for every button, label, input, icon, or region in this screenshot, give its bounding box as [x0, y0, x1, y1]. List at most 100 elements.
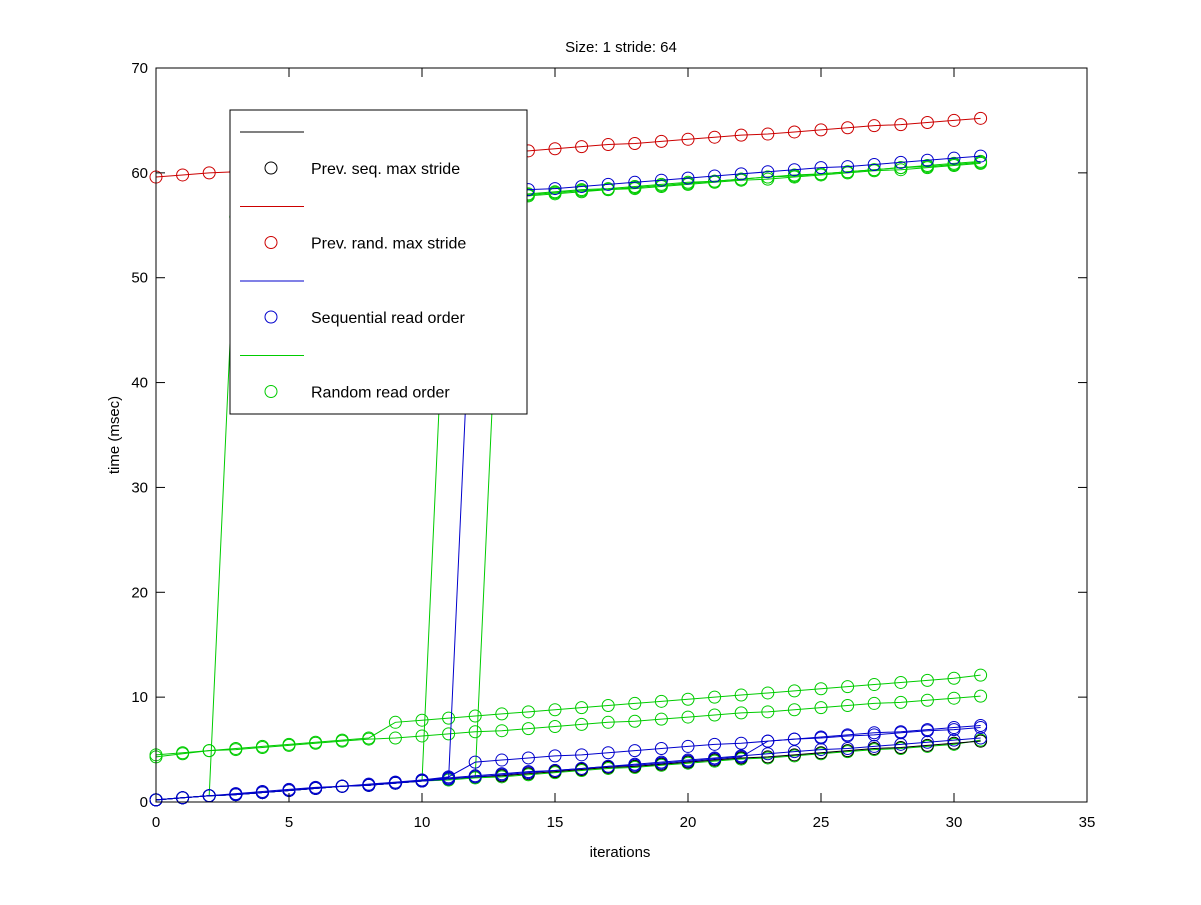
data-point [867, 163, 881, 177]
data-point [548, 720, 562, 734]
legend-item: Sequential read order [240, 280, 466, 327]
data-point [947, 156, 961, 170]
data-point [841, 680, 855, 694]
data-point [920, 735, 934, 749]
data-point [841, 160, 855, 174]
y-tick-label: 60 [131, 165, 148, 182]
data-point [255, 785, 269, 799]
data-point [867, 696, 881, 710]
data-point [575, 140, 589, 154]
y-tick-label: 40 [131, 375, 148, 392]
data-point [894, 118, 908, 132]
data-point [575, 748, 589, 762]
data-point [681, 132, 695, 146]
data-point [920, 673, 934, 687]
data-point [601, 699, 615, 713]
data-point [708, 751, 722, 765]
data-point [920, 159, 934, 173]
data-point [521, 765, 535, 779]
data-point [575, 717, 589, 731]
data-point [468, 769, 482, 783]
data-point [894, 675, 908, 689]
data-point [708, 130, 722, 144]
data-point [761, 686, 775, 700]
data-point [734, 706, 748, 720]
data-point [974, 111, 988, 125]
data-point [415, 713, 429, 727]
data-point [495, 707, 509, 721]
data-point [974, 734, 988, 748]
data-point [309, 736, 323, 750]
data-point [734, 128, 748, 142]
data-point [947, 671, 961, 685]
data-point [654, 712, 668, 726]
data-point [761, 747, 775, 761]
legend-box [229, 109, 528, 415]
data-point [947, 113, 961, 127]
data-point [601, 138, 615, 152]
series-line [155, 695, 981, 756]
data-point [787, 748, 801, 762]
y-tick-label: 50 [131, 270, 148, 287]
data-point [601, 715, 615, 729]
data-point [814, 743, 828, 757]
data-point [920, 116, 934, 130]
x-tick-label: 30 [946, 814, 963, 831]
data-point [787, 163, 801, 177]
series-line [155, 674, 981, 758]
data-point [415, 773, 429, 787]
data-point [894, 740, 908, 754]
data-point [708, 737, 722, 751]
data-point [601, 759, 615, 773]
x-tick-label: 10 [414, 814, 431, 831]
data-point [974, 668, 988, 682]
legend-marker-icon [264, 161, 278, 175]
data-point [734, 167, 748, 181]
data-point [894, 155, 908, 169]
data-point [708, 708, 722, 722]
data-point [761, 170, 775, 184]
data-point [628, 714, 642, 728]
data-point [335, 734, 349, 748]
data-point [787, 745, 801, 759]
data-point [894, 161, 908, 175]
x-tick-label: 0 [152, 814, 160, 831]
data-point [388, 731, 402, 745]
data-point [548, 142, 562, 156]
axis-ticks: 0 5 10 15 20 25 30 35 0 10 20 30 40 50 60 70 [131, 60, 1095, 831]
x-tick-label: 20 [680, 814, 697, 831]
data-point [335, 779, 349, 793]
data-point [575, 184, 589, 198]
data-point [974, 689, 988, 703]
data-point [468, 709, 482, 723]
data-point [708, 690, 722, 704]
data-point [841, 742, 855, 756]
data-point [362, 777, 376, 791]
data-point [974, 149, 988, 163]
data-point [654, 173, 668, 187]
legend-label: Prev. rand. max stride [311, 236, 466, 253]
data-point [787, 125, 801, 139]
data-point [681, 171, 695, 185]
data-point [548, 749, 562, 763]
data-point [761, 127, 775, 141]
data-point [202, 166, 216, 180]
data-point [974, 154, 988, 168]
data-point [654, 134, 668, 148]
data-point [601, 177, 615, 191]
x-tick-label: 25 [813, 814, 830, 831]
legend: Prev. seq. max stride Prev. rand. max str… [229, 109, 528, 415]
data-point [734, 172, 748, 186]
data-point [229, 743, 243, 757]
data-point [521, 705, 535, 719]
data-point [761, 705, 775, 719]
data-point [947, 691, 961, 705]
data-point [628, 181, 642, 195]
data-point [867, 739, 881, 753]
data-point [708, 169, 722, 183]
series-11 [149, 731, 988, 807]
data-point [442, 711, 456, 725]
legend-item: Prev. seq. max stride [240, 131, 460, 178]
data-point [468, 725, 482, 739]
